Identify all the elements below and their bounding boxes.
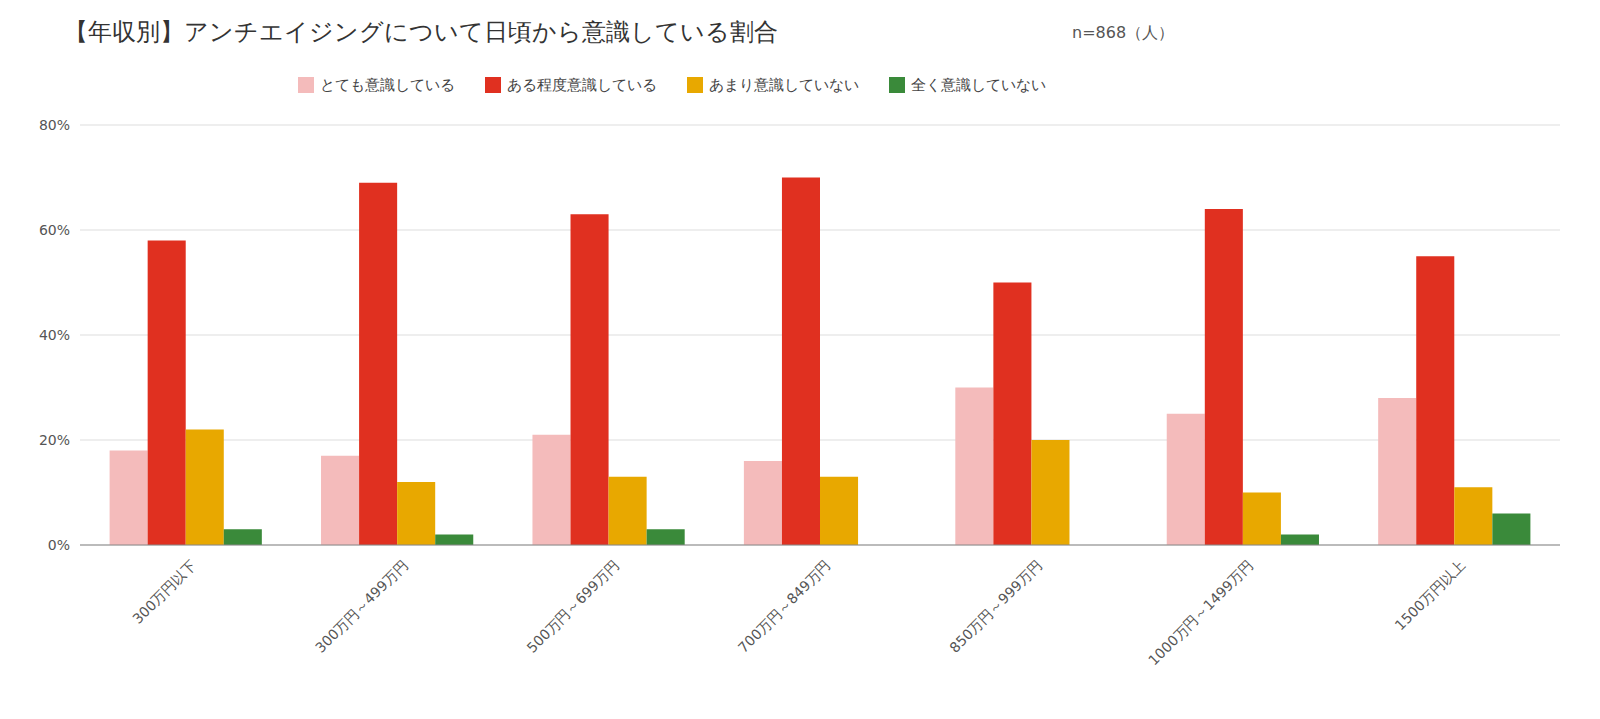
bar: あまり意識していない: 13 — [609, 477, 647, 545]
bar: 全く意識していない: 3 — [224, 529, 262, 545]
x-tick-label: 700万円～849万円 — [735, 557, 834, 656]
bar: あまり意識していない: 13 — [820, 477, 858, 545]
legend-swatch — [687, 77, 703, 93]
legend-swatch — [298, 77, 314, 93]
legend-label: 全く意識していない — [911, 76, 1046, 94]
bar: ある程度意識している: 63 — [571, 214, 609, 545]
bar: とても意識している: 25 — [1167, 414, 1205, 545]
subtitle: n=868（人） — [1072, 23, 1174, 42]
bar: あまり意識していない: 12 — [397, 482, 435, 545]
legend-label: ある程度意識している — [507, 76, 657, 94]
grid — [80, 125, 1560, 545]
legend: とても意識している ある程度意識している あまり意識していない 全く意識していない — [298, 76, 1046, 94]
bar: とても意識している: 28 — [1378, 398, 1416, 545]
grid-line — [80, 125, 1560, 126]
legend-label: とても意識している — [320, 76, 455, 94]
x-tick-label: 1000万円～1499万円 — [1145, 557, 1256, 668]
grid-line — [80, 545, 1560, 546]
x-axis-line — [80, 544, 1560, 545]
bar: あまり意識していない: 10 — [1243, 493, 1281, 546]
legend-swatch — [889, 77, 905, 93]
bars: とても意識している: 18 とても意識している: 17 とても意識している: 21 と… — [110, 178, 1531, 546]
legend-item: とても意識している — [298, 76, 455, 94]
y-tick-label: 80% — [39, 117, 70, 133]
y-tick-label: 60% — [39, 222, 70, 238]
bar: とても意識している: 30 — [955, 388, 993, 546]
bar: ある程度意識している: 70 — [782, 178, 820, 546]
chart: 【年収別】アンチエイジングについて日頃から意識している割合 n=868（人） 0% 2… — [0, 0, 1600, 719]
x-tick-label: 300万円以下 — [129, 557, 199, 627]
legend-item: 全く意識していない — [889, 76, 1046, 94]
bar: とても意識している: 21 — [532, 435, 570, 545]
title: 【年収別】アンチエイジングについて日頃から意識している割合 — [64, 18, 778, 46]
y-tick-label: 0% — [48, 537, 70, 553]
bar: あまり意識していない: 22 — [186, 430, 224, 546]
bar: あまり意識していない: 20 — [1031, 440, 1069, 545]
x-tick-label: 500万円～699万円 — [523, 557, 622, 656]
bar: ある程度意識している: 50 — [993, 283, 1031, 546]
legend-swatch — [485, 77, 501, 93]
bar: あまり意識していない: 11 — [1454, 487, 1492, 545]
bar: ある程度意識している: 58 — [148, 241, 186, 546]
bar: 全く意識していない: 2 — [435, 535, 473, 546]
bar: ある程度意識している: 55 — [1416, 256, 1454, 545]
legend-label: あまり意識していない — [709, 76, 859, 94]
legend-item: ある程度意識している — [485, 76, 657, 94]
bar: とても意識している: 18 — [110, 451, 148, 546]
bar: ある程度意識している: 69 — [359, 183, 397, 545]
bar: ある程度意識している: 64 — [1205, 209, 1243, 545]
y-tick-label: 20% — [39, 432, 70, 448]
x-tick-label: 300万円～499万円 — [312, 557, 411, 656]
y-tick-label: 40% — [39, 327, 70, 343]
bar: 全く意識していない: 3 — [647, 529, 685, 545]
bar: とても意識している: 16 — [744, 461, 782, 545]
bar: とても意識している: 17 — [321, 456, 359, 545]
x-tick-label: 1500万円以上 — [1392, 557, 1468, 633]
x-tick-label: 850万円～999万円 — [946, 557, 1045, 656]
bar: 全く意識していない: 6 — [1492, 514, 1530, 546]
legend-item: あまり意識していない — [687, 76, 859, 94]
bar: 全く意識していない: 2 — [1281, 535, 1319, 546]
